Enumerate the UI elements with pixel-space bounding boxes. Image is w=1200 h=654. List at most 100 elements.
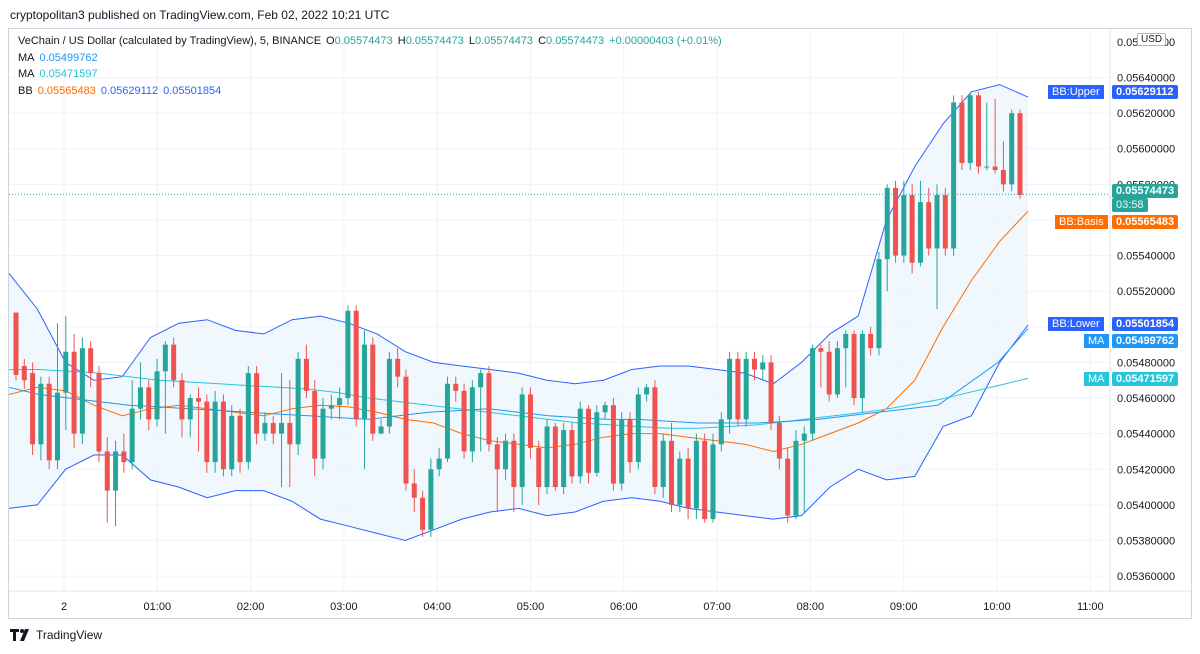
candle-body — [13, 312, 19, 375]
candle-body — [942, 195, 948, 249]
time-tick-label: 02:00 — [237, 601, 265, 613]
candle-body — [428, 469, 434, 530]
candle-body — [610, 405, 616, 484]
candle-body — [361, 344, 367, 420]
bb-label: BB — [18, 85, 33, 97]
chart-frame[interactable] — [8, 28, 1192, 619]
candle-body — [851, 333, 857, 399]
price-tick-label: 0.05440000 — [1117, 429, 1175, 441]
candle-body — [403, 376, 409, 484]
candle-body — [162, 344, 168, 372]
ohlc-l-value: 0.05574473 — [474, 35, 534, 47]
candle-body — [859, 333, 865, 399]
candle-body — [171, 344, 177, 381]
time-tick-label: 08:00 — [797, 601, 825, 613]
candle-body — [693, 440, 699, 509]
candle-body — [884, 187, 890, 260]
candle-body — [303, 358, 309, 391]
time-tick-label: 06:00 — [610, 601, 638, 613]
time-tick-label: 01:00 — [144, 601, 172, 613]
candle-body — [320, 408, 326, 459]
candle-body — [893, 187, 899, 256]
candle-body — [287, 422, 293, 445]
time-tick-label: 11:00 — [1077, 601, 1104, 613]
currency-button[interactable]: USD — [1137, 33, 1167, 46]
time-tick-label: 10:00 — [983, 601, 1011, 613]
candle-body — [776, 422, 782, 459]
candle-body — [536, 447, 542, 488]
legend-row-ma2[interactable]: MA 0.05471597 — [18, 68, 103, 80]
time-tick-label: 09:00 — [890, 601, 918, 613]
candle-body — [245, 373, 251, 463]
candle-body — [901, 195, 907, 256]
price-tick-label: 0.05640000 — [1117, 73, 1175, 85]
candle-body — [121, 451, 127, 463]
candle-body — [743, 358, 749, 420]
candle-body — [129, 408, 135, 463]
candle-body — [486, 373, 492, 445]
time-tick-label: 2 — [61, 601, 67, 613]
time-tick-label: 03:00 — [330, 601, 358, 613]
candle-body — [992, 166, 998, 171]
candle-body — [685, 458, 691, 509]
legend-row-bb[interactable]: BB 0.05565483 0.05629112 0.05501854 — [18, 85, 226, 97]
candle-body — [63, 351, 69, 393]
candle-body — [21, 365, 27, 381]
candle-body — [801, 433, 807, 441]
candle-body — [179, 380, 185, 420]
candle-body — [702, 440, 708, 520]
ohlc-change: +0.00000403 (+0.01%) — [609, 35, 722, 47]
candle-body — [751, 358, 757, 370]
footer-brand-text: TradingView — [36, 628, 103, 642]
footer-branding[interactable]: TradingView — [10, 628, 102, 642]
candle-body — [976, 95, 982, 167]
time-tick-label: 04:00 — [423, 601, 451, 613]
candle-body — [984, 166, 990, 168]
price-tick-label: 0.05480000 — [1117, 357, 1175, 369]
candle-body — [619, 419, 625, 484]
candle-body — [635, 394, 641, 463]
ohlc-o-value: 0.05574473 — [334, 35, 393, 47]
bb-lower-tag: BB:Lower — [1048, 317, 1104, 331]
candle-body — [146, 387, 152, 420]
tradingview-logo-icon — [10, 629, 29, 641]
price-scale[interactable]: 0.056400000.056200000.056000000.05580000… — [1117, 37, 1175, 583]
candle-body — [627, 419, 633, 463]
candle-body — [1009, 113, 1015, 185]
candle-body — [196, 398, 202, 402]
legend-row-symbol: VeChain / US Dollar (calculated by Tradi… — [18, 35, 727, 47]
candle-body — [834, 348, 840, 395]
candle-body — [345, 310, 351, 399]
candle-body — [494, 444, 500, 470]
candle-body — [876, 259, 882, 349]
price-tick-label: 0.05360000 — [1117, 571, 1175, 583]
candle-body — [527, 394, 533, 448]
candle-body — [503, 440, 509, 470]
candle-body — [826, 351, 832, 395]
bb-basis-value: 0.05565483 — [37, 85, 96, 97]
candle-body — [54, 392, 60, 461]
candle-body — [909, 195, 915, 263]
time-scale[interactable]: 2 01:00 02:00 03:00 04:00 05:00 06:00 07:00 08:0… — [61, 601, 1104, 613]
candle-body — [478, 373, 484, 388]
candle-body — [262, 422, 268, 434]
candle-body — [577, 408, 583, 477]
time-tick-label: 05:00 — [517, 601, 545, 613]
candle-body — [810, 348, 816, 434]
candle-body — [137, 387, 143, 409]
candle-body — [818, 348, 824, 352]
candle-body — [30, 373, 36, 445]
ohlc-c-label: C — [538, 35, 547, 47]
ohlc-c-value: 0.05574473 — [546, 35, 605, 47]
bb-upper-value: 0.05629112 — [100, 85, 159, 97]
bollinger-band-fill — [9, 84, 1028, 541]
bb-basis-price-label: 0.05565483 — [1112, 215, 1179, 229]
candle-body — [270, 422, 276, 434]
publisher-line: cryptopolitan3 published on TradingView.… — [10, 8, 390, 22]
candle-body — [113, 451, 119, 491]
candle-body — [561, 430, 567, 488]
legend-row-ma1[interactable]: MA 0.05499762 — [18, 52, 103, 64]
candle-body — [96, 373, 102, 452]
symbol-title[interactable]: VeChain / US Dollar (calculated by Tradi… — [18, 35, 322, 47]
